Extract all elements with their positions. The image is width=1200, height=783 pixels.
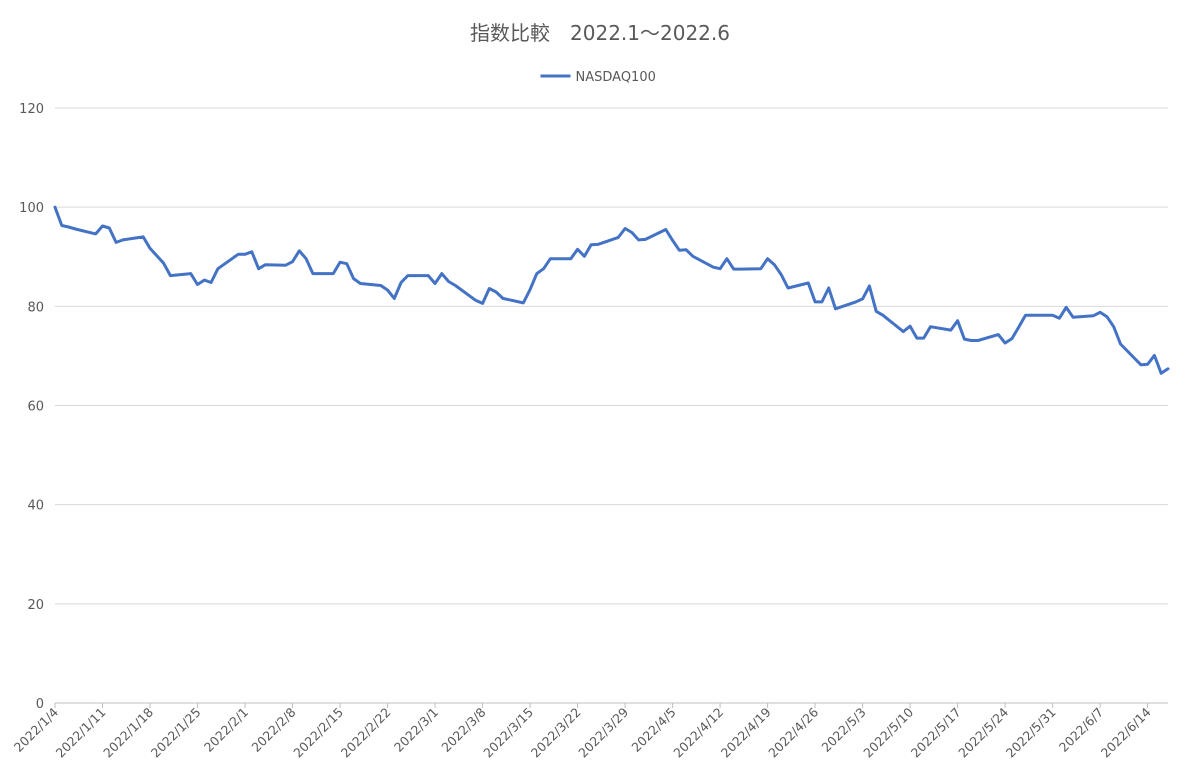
x-tick-label: 2022/5/24 (955, 704, 1011, 760)
y-axis: 0 20 40 60 80 100 120 (19, 102, 44, 712)
x-tick-label: 2022/3/1 (391, 705, 441, 755)
x-tick-label: 2022/3/22 (528, 705, 584, 761)
x-tick-label: 2022/4/19 (718, 704, 774, 760)
x-tick-label: 2022/3/15 (480, 705, 536, 761)
x-tick-label: 2022/2/1 (201, 705, 251, 755)
y-tick-label: 20 (27, 598, 44, 613)
x-tick-label: 2022/5/10 (860, 704, 916, 760)
x-tick-label: 2022/1/4 (11, 704, 61, 754)
legend-label: NASDAQ100 (576, 70, 656, 85)
y-tick-label: 120 (19, 102, 44, 117)
x-tick-label: 2022/1/18 (100, 704, 156, 760)
gridlines (55, 107, 1168, 704)
x-tick-label: 2022/4/12 (670, 705, 726, 761)
x-tick-label: 2022/4/26 (765, 704, 821, 760)
x-tick-label: 2022/1/11 (53, 705, 109, 761)
x-tick-label: 2022/1/25 (148, 705, 204, 761)
y-tick-label: 100 (19, 201, 44, 216)
x-tick-label: 2022/2/22 (338, 705, 394, 761)
plot-area (53, 205, 1170, 375)
series-nasdaq100 (53, 205, 1170, 375)
x-tick-label: 2022/5/17 (908, 705, 964, 761)
x-tick-label: 2022/3/29 (575, 704, 631, 760)
chart-title: 指数比較 2022.1～2022.6 (470, 21, 730, 45)
x-tick-label: 2022/5/31 (1003, 705, 1059, 761)
x-tick-label: 2022/6/14 (1098, 704, 1154, 760)
x-tick-label: 2022/3/8 (438, 704, 488, 754)
x-tick-label: 2022/2/15 (290, 705, 346, 761)
x-axis: 2022/1/42022/1/112022/1/182022/1/252022/… (11, 703, 1154, 760)
x-tick-label: 2022/2/8 (248, 704, 298, 754)
x-tick-label: 2022/4/5 (628, 705, 678, 755)
legend: NASDAQ100 (540, 70, 656, 85)
series-line (53, 205, 1170, 375)
y-tick-label: 0 (36, 697, 44, 712)
y-tick-label: 80 (27, 300, 44, 315)
x-tick-label: 2022/5/3 (818, 705, 868, 755)
x-tick-label: 2022/6/7 (1056, 705, 1106, 755)
y-tick-label: 40 (27, 499, 44, 514)
y-tick-label: 60 (27, 400, 44, 415)
